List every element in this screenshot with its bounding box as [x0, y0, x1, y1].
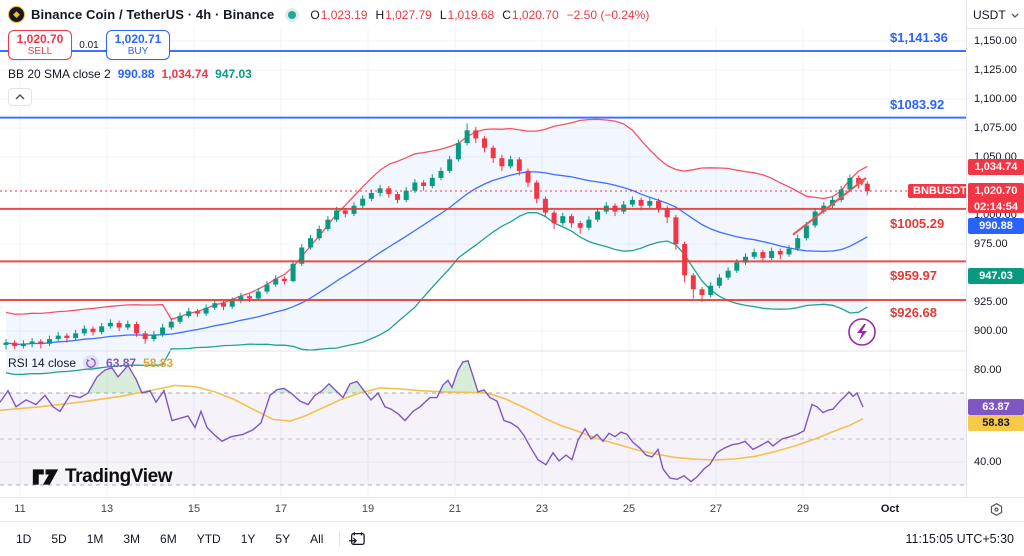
rsi-tick: 80.00: [974, 364, 1002, 376]
price-tick: 1,100.00: [974, 93, 1017, 105]
range-button-ytd[interactable]: YTD: [196, 532, 221, 546]
range-buttons: 1D 5D 1M 3M 6M YTD 1Y 5Y All: [0, 528, 331, 550]
time-tick: 15: [187, 503, 201, 515]
price-tick: 975.00: [974, 238, 1008, 250]
time-tick: 17: [274, 503, 288, 515]
range-button-all[interactable]: All: [310, 532, 324, 546]
bb-basis-tag: 990.88: [968, 217, 1024, 234]
range-button-5d[interactable]: 5D: [51, 532, 67, 546]
price-level-label: $1083.92: [890, 96, 945, 112]
market-status-dot: [288, 10, 297, 19]
symbol-header: ◆ Binance Coin / TetherUS · 4h · Binance…: [8, 6, 649, 23]
high-value: 1,027.79: [385, 7, 432, 22]
chart-area[interactable]: $1,141.36 $1083.92 $1005.29 $959.97 $926.68 …: [0, 0, 972, 497]
price-level-label: $1005.29: [890, 215, 945, 231]
sell-label: SELL: [27, 46, 53, 58]
ohlc-values: O 1,023.19 H 1,027.79 L 1,019.68 C 1,020.70 …: [310, 8, 649, 22]
buy-button[interactable]: 1,020.71 BUY: [106, 30, 170, 60]
range-button-5y[interactable]: 5Y: [275, 532, 291, 546]
clock-timezone[interactable]: 11:15:05 UTC+5:30: [905, 532, 1014, 546]
currency-dropdown[interactable]: USDT: [973, 5, 1021, 25]
chart-canvas: [0, 28, 966, 497]
high-label: H: [375, 7, 385, 22]
gear-icon[interactable]: [989, 502, 1004, 522]
chevron-up-icon: [15, 94, 25, 100]
price-axis[interactable]: USDT 1,150.00 1,125.00 1,100.00 1,075.00 1,0…: [966, 0, 1024, 497]
last-price-countdown-tag: 1,020.70 02:14:54: [968, 182, 1024, 213]
price-level-label: $1,141.36: [890, 30, 948, 46]
rsi-indicator-legend[interactable]: RSI 14 close 63.87 58.83: [8, 355, 173, 371]
range-button-1y[interactable]: 1Y: [240, 532, 256, 546]
time-tick: 23: [535, 503, 549, 515]
time-tick: 19: [361, 503, 375, 515]
close-label: C: [502, 7, 511, 22]
open-value: 1,023.19: [320, 7, 368, 22]
range-button-3m[interactable]: 3M: [123, 532, 141, 546]
symbol-title[interactable]: Binance Coin / TetherUS · 4h · Binance: [31, 7, 275, 22]
buy-label: BUY: [127, 46, 149, 58]
low-label: L: [439, 7, 447, 22]
low-value: 1,019.68: [447, 7, 495, 22]
tradingview-logo-icon: [32, 469, 59, 485]
price-tick: 900.00: [974, 325, 1008, 337]
toolbar-divider: [339, 531, 341, 547]
bb-upper-tag: 1,034.74: [968, 158, 1024, 175]
time-tick: 13: [100, 503, 114, 515]
bb-lower-tag: 947.03: [968, 268, 1024, 285]
spread-value: 0.01: [79, 39, 99, 51]
rsi-ma-value: 58.83: [143, 356, 174, 370]
time-axis[interactable]: 11 13 15 17 19 21 23 25 27 29 Oct: [0, 497, 1024, 521]
symbol-price-tag: BNBUSDT: [908, 183, 972, 198]
range-button-1d[interactable]: 1D: [16, 532, 32, 546]
open-label: O: [310, 7, 320, 22]
price-level-label: $959.97: [890, 268, 937, 284]
time-tick: 27: [709, 503, 723, 515]
rsi-value-tag: 63.87: [968, 399, 1024, 416]
bb-title: BB 20 SMA close 2: [8, 67, 111, 81]
close-value: 1,020.70: [511, 7, 559, 22]
range-button-6m[interactable]: 6M: [160, 532, 177, 546]
buy-price: 1,020.71: [114, 32, 162, 46]
bb-indicator-legend[interactable]: BB 20 SMA close 2 990.88 1,034.74 947.03: [8, 67, 252, 81]
time-tick: 21: [448, 503, 462, 515]
range-button-1m[interactable]: 1M: [86, 532, 104, 546]
rsi-ma-tag: 58.83: [968, 415, 1024, 432]
bnb-coin-icon: ◆: [8, 6, 25, 23]
sell-price: 1,020.70: [16, 32, 64, 46]
bottom-toolbar: 1D 5D 1M 3M 6M YTD 1Y 5Y All 11:15:05 UTC+5:30: [0, 521, 1024, 556]
price-tick: 1,125.00: [974, 64, 1017, 76]
price-level-label: $926.68: [890, 305, 937, 321]
bb-upper-value: 1,034.74: [161, 67, 209, 81]
bb-basis-value: 990.88: [117, 67, 155, 81]
sell-button[interactable]: 1,020.70 SELL: [8, 30, 72, 60]
time-tick: Oct: [880, 503, 900, 515]
bb-lower-value: 947.03: [215, 67, 252, 81]
calendar-arrow-icon: [349, 532, 366, 545]
axis-separator: [967, 28, 1024, 29]
price-tick: 925.00: [974, 296, 1008, 308]
watermark-text: TradingView: [65, 466, 173, 487]
chevron-down-icon: [1011, 13, 1019, 18]
rsi-title: RSI 14 close: [8, 356, 77, 370]
go-to-date-button[interactable]: [348, 531, 366, 547]
price-tick: 1,150.00: [974, 35, 1017, 47]
rsi-tick: 40.00: [974, 456, 1002, 468]
lightning-icon: [857, 324, 867, 341]
rsi-value: 63.87: [106, 356, 137, 370]
time-tick: 25: [622, 503, 636, 515]
time-tick: 11: [14, 503, 26, 515]
refresh-icon: [83, 355, 100, 371]
change-value: −2.50 (−0.24%): [566, 7, 650, 22]
order-panel: 1,020.70 SELL 0.01 1,020.71 BUY: [8, 30, 170, 60]
time-tick: 29: [796, 503, 810, 515]
price-tick: 1,075.00: [974, 122, 1017, 134]
currency-label: USDT: [973, 8, 1006, 22]
collapse-legend-button[interactable]: [8, 88, 32, 106]
tradingview-watermark: TradingView: [32, 466, 173, 488]
